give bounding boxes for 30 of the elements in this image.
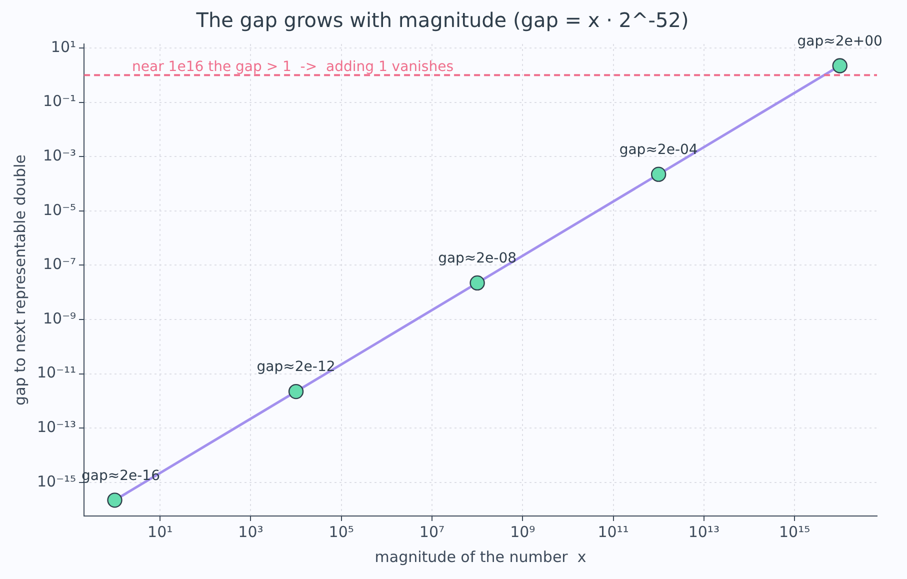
y-tick-label: 10⁻¹⁵ [37, 472, 76, 490]
y-tick-label: 10⁻⁹ [43, 309, 76, 328]
ref-line-label: near 1e16 the gap > 1 -> adding 1 vanishes [132, 58, 454, 75]
data-label: gap≈2e+00 [797, 33, 882, 50]
point [288, 384, 304, 400]
data-label: gap≈2e-04 [619, 142, 698, 158]
x-tick-label: 10¹ [148, 522, 173, 541]
y-tick-label: 10⁻¹ [43, 92, 76, 110]
point [832, 58, 848, 74]
x-tick-label: 10¹³ [688, 522, 720, 541]
point [470, 275, 485, 291]
x-tick-label: 10¹¹ [598, 522, 629, 541]
y-tick-label: 10⁻¹³ [37, 418, 76, 436]
data-label: gap≈2e-08 [438, 250, 517, 267]
data-label: gap≈2e-12 [256, 359, 336, 376]
y-tick-label: 10⁻⁷ [43, 255, 76, 274]
point [650, 166, 666, 182]
x-axis-title: magnitude of the number x [374, 548, 586, 566]
y-axis-title: gap to next representable double [10, 154, 29, 406]
y-tick-label: 10¹ [50, 38, 76, 56]
x-tick-label: 10¹⁵ [778, 522, 810, 541]
x-tick-label: 10³ [238, 522, 264, 541]
x-tick-label: 10⁵ [328, 522, 354, 541]
chart-title: The gap grows with magnitude (gap = x · 2^-52) [195, 8, 689, 32]
x-tick-label: 10⁷ [419, 522, 445, 541]
x-tick-label: 10⁹ [510, 522, 536, 541]
y-tick-label: 10⁻³ [43, 146, 76, 164]
y-tick-label: 10⁻¹¹ [37, 364, 76, 382]
y-tick-label: 10⁻⁵ [43, 200, 76, 219]
point [107, 492, 122, 508]
